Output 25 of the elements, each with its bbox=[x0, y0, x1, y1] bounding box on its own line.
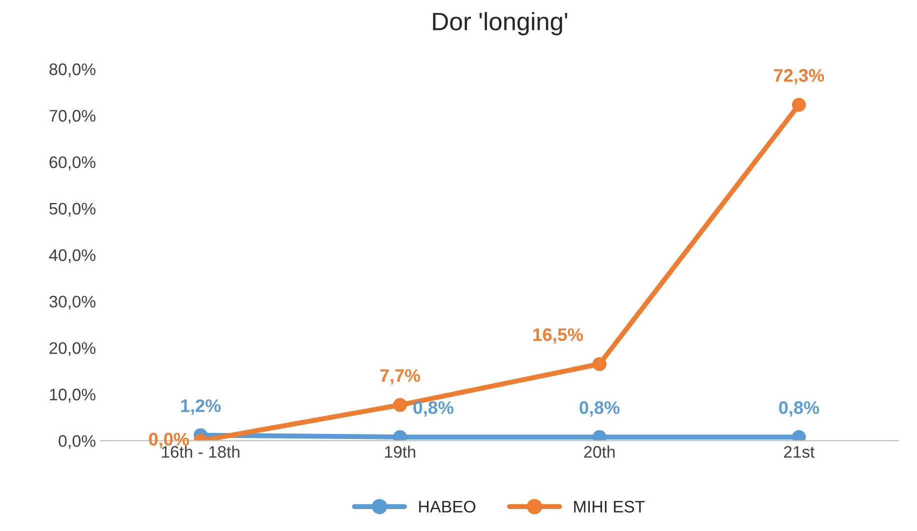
data-label: 1,2% bbox=[181, 399, 221, 415]
y-tick-label: 50,0% bbox=[49, 202, 96, 217]
x-tick-label: 21st bbox=[784, 446, 815, 458]
point bbox=[393, 398, 407, 412]
data-label: 7,7% bbox=[380, 369, 420, 385]
y-tick-label: 20,0% bbox=[50, 342, 96, 356]
legend-label: HABEO bbox=[419, 500, 476, 513]
point bbox=[592, 357, 606, 372]
y-tick-label: 80,0% bbox=[49, 63, 96, 78]
data-label: 0,8% bbox=[414, 401, 454, 417]
data-label: 0,8% bbox=[779, 401, 820, 417]
y-tick-label: 10,0% bbox=[50, 388, 96, 402]
chart-title: Dor 'longing' bbox=[433, 12, 568, 36]
data-label: 72,3% bbox=[774, 69, 824, 84]
y-tick-label: 70,0% bbox=[50, 110, 96, 124]
y-tick-label: 40,0% bbox=[49, 249, 96, 264]
x-tick-label: 19th bbox=[385, 446, 416, 458]
data-label: 16,5% bbox=[533, 328, 583, 344]
y-tick-label: 30,0% bbox=[49, 296, 96, 310]
y-tick-label: 60,0% bbox=[50, 156, 96, 170]
point bbox=[792, 98, 806, 112]
legend-label: MIHI EST bbox=[574, 500, 645, 513]
x-tick-label: 20th bbox=[584, 446, 615, 458]
y-tick-label: 0,0% bbox=[58, 435, 96, 449]
data-label: 0,8% bbox=[580, 401, 620, 417]
